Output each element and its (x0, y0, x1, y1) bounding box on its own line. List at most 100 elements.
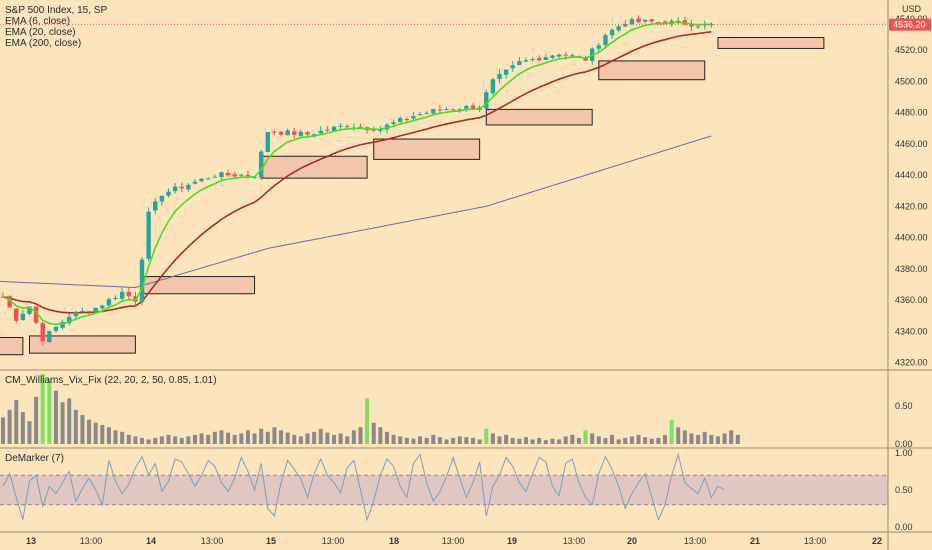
candle-body (510, 65, 515, 69)
vix-fix-bar (338, 433, 343, 444)
vix-fix-bar (411, 438, 416, 444)
candle-body (656, 21, 661, 23)
demarker-pane[interactable]: 1.00 0.50 0.00 (0, 448, 913, 532)
candle-body (391, 122, 396, 125)
vix-fix-bar (464, 437, 469, 444)
vix-fix-bar (497, 436, 502, 444)
time-axis-tick: 22 (872, 536, 882, 546)
demarker-axis-tick: 0.00 (895, 522, 913, 532)
vix-fix-bar (523, 437, 528, 444)
time-axis-tick: 13:00 (322, 536, 345, 546)
time-axis-tick: 13:00 (804, 536, 827, 546)
candle-body (80, 310, 85, 312)
vix-axis-tick: 0.00 (895, 439, 913, 449)
vix-fix-bar (451, 437, 456, 444)
vix-fix-bar (265, 431, 270, 444)
vix-fix-bar (550, 438, 555, 444)
candle-body (67, 316, 72, 324)
time-axis-tick: 13:00 (442, 536, 465, 546)
demand-zone (485, 108, 593, 126)
vix-fix-bar (444, 439, 449, 444)
candle-body (345, 126, 350, 128)
vix-fix-bar (418, 436, 423, 444)
vix-fix-bar (709, 434, 714, 444)
candle-body (192, 181, 198, 184)
vix-fix-bar (358, 427, 363, 444)
candle-body (404, 118, 410, 120)
candle-body (398, 118, 403, 123)
candle-body (695, 26, 701, 28)
time-axis-tick: 15 (266, 536, 276, 546)
vix-fix-bar (179, 437, 184, 444)
candle-body (603, 35, 608, 46)
candle-body (265, 132, 270, 153)
candle-body (331, 126, 337, 132)
vix-fix-bar (14, 399, 19, 444)
legend-ema-200: EMA (200, close) (5, 38, 81, 49)
vix-fix-bar (219, 430, 224, 444)
vix-fix-bar (471, 437, 476, 444)
candle-body (358, 126, 363, 128)
candle-body (146, 211, 151, 259)
price-pane[interactable]: 4540.004520.004500.004480.004460.004440.… (0, 14, 931, 368)
candle-body (206, 178, 211, 180)
vix-fix-bar (332, 434, 336, 444)
candle-body (212, 176, 218, 178)
vix-fix-bar (351, 430, 356, 444)
time-axis-tick: 14 (146, 536, 156, 546)
vix-fix-title: CM_Williams_Vix_Fix (22, 20, 2, 50, 0.85… (5, 375, 217, 386)
demand-zone (0, 337, 24, 356)
vix-fix-bar (259, 428, 264, 444)
vix-fix-bar (590, 433, 595, 444)
candle-body (232, 174, 237, 177)
vix-fix-bar (106, 427, 111, 444)
candle-body (550, 55, 555, 58)
candle-body (186, 184, 191, 190)
candle-body (417, 114, 423, 116)
candle-body (245, 174, 251, 176)
candle-body (219, 172, 224, 178)
candle-body (33, 306, 39, 323)
vix-fix-bar (7, 409, 12, 444)
candle-body (609, 29, 615, 36)
demarker-band (0, 475, 888, 505)
candle-body (73, 312, 79, 317)
time-axis-tick: 13:00 (201, 536, 224, 546)
candle-body (47, 331, 52, 343)
vix-fix-bar (212, 431, 217, 444)
candle-body (27, 306, 32, 314)
vix-fix-bar (146, 439, 151, 444)
vix-fix-bar (305, 433, 310, 444)
candle-body (543, 57, 549, 60)
candle-body (431, 109, 436, 114)
candle-body (199, 178, 204, 182)
candle-body (113, 297, 118, 299)
vix-fix-bar (404, 437, 409, 444)
vix-fix-bar (166, 434, 171, 444)
time-axis-tick: 18 (389, 536, 399, 546)
candle-body (517, 61, 522, 66)
vix-axis-tick: 0.50 (895, 401, 913, 411)
candle-body (179, 186, 184, 189)
candle-body (662, 21, 668, 24)
demand-zone (598, 60, 706, 81)
candle-body (523, 60, 529, 62)
vix-fix-bar (431, 434, 436, 444)
vix-fix-pane[interactable]: 0.50 0.00 (1, 374, 913, 449)
time-axis-tick: 19 (507, 536, 517, 546)
demarker-axis-tick: 1.00 (895, 448, 913, 458)
vix-fix-bar (696, 434, 701, 444)
currency-label: USD (902, 4, 922, 14)
price-axis-tick: 4340.00 (895, 326, 928, 336)
candle-body (153, 201, 158, 211)
vix-fix-bar (517, 438, 522, 444)
vix-fix-bar (682, 430, 687, 444)
price-axis-tick: 4440.00 (895, 170, 928, 180)
vix-fix-bar (576, 437, 581, 444)
price-axis-tick: 4380.00 (895, 264, 928, 274)
vix-fix-bar (424, 437, 429, 444)
time-axis[interactable]: 13 13:00 14 13:00 15 13:00 18 13:00 19 13:00 20 13:… (26, 536, 882, 546)
vix-fix-bar (113, 430, 118, 444)
price-axis-tick: 4460.00 (895, 139, 928, 149)
vix-fix-bar (715, 436, 720, 444)
